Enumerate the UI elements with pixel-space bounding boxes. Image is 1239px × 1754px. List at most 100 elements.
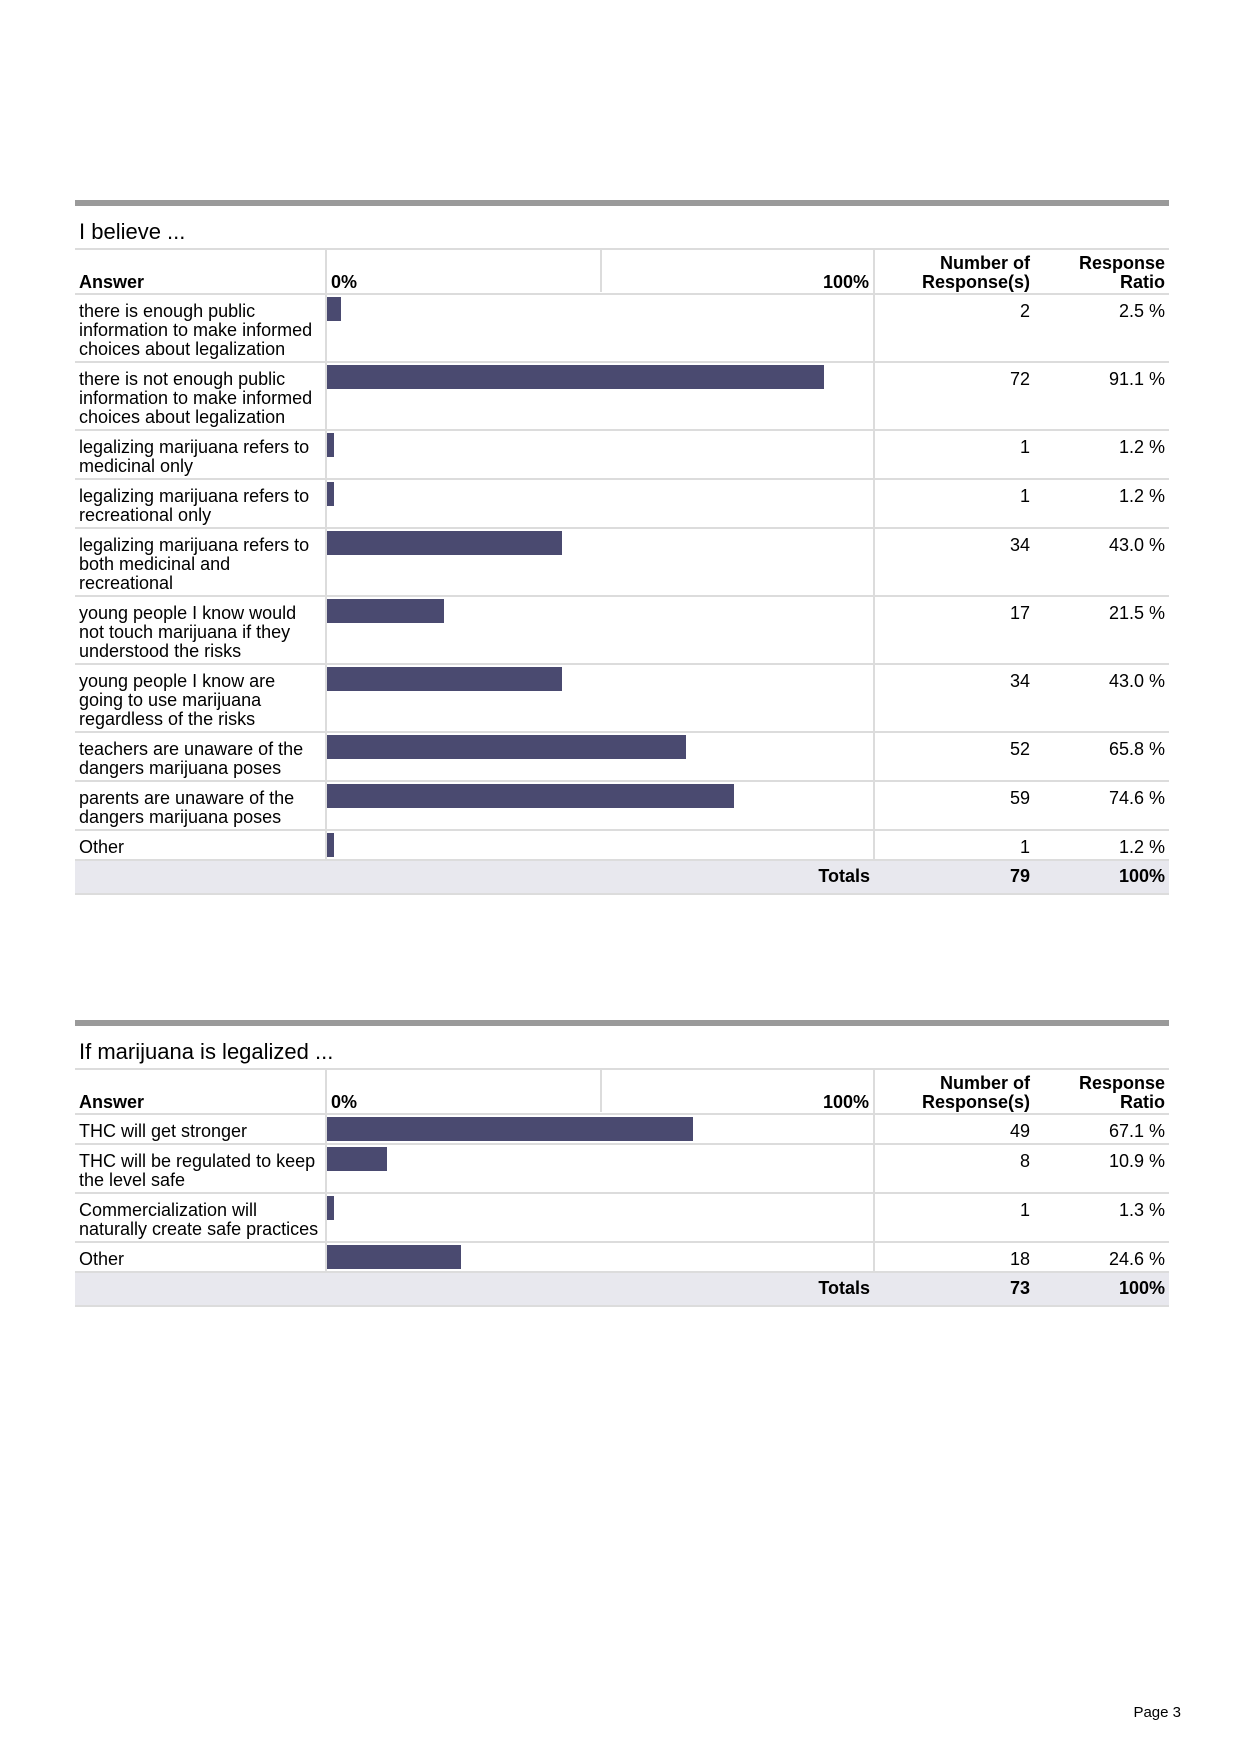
response-bar — [327, 365, 825, 389]
table-row: legalizing marijuana refers to medicinal… — [75, 430, 1169, 480]
survey-section-2: If marijuana is legalized ... Answer 0% … — [75, 1020, 1169, 1307]
response-ratio: 1.3 % — [1034, 1193, 1169, 1243]
answer-label: there is enough public information to ma… — [75, 294, 326, 363]
response-bar — [327, 1147, 387, 1171]
totals-row: Totals 73 100% — [75, 1272, 1169, 1307]
answer-label: young people I know are going to use mar… — [75, 664, 326, 733]
response-ratio: 91.1 % — [1034, 362, 1169, 431]
table-row: legalizing marijuana refers to recreatio… — [75, 479, 1169, 529]
answer-label: parents are unaware of the dangers marij… — [75, 781, 326, 831]
results-table: Answer 0% 100% Number of Response(s) Res… — [75, 1068, 1169, 1307]
scale-header: 0% 100% — [325, 1068, 875, 1115]
total-count: 73 — [874, 1272, 1034, 1307]
response-ratio: 1.2 % — [1034, 430, 1169, 480]
survey-section-1: I believe ... Answer 0% 100% Number of R… — [75, 200, 1169, 895]
totals-label: Totals — [326, 860, 874, 895]
table-row: there is enough public information to ma… — [75, 294, 1169, 363]
ratio-header: Response Ratio — [1034, 248, 1169, 295]
table-row: there is not enough public information t… — [75, 362, 1169, 431]
response-count: 59 — [874, 781, 1034, 831]
answer-label: legalizing marijuana refers to medicinal… — [75, 430, 326, 480]
table-row: young people I know are going to use mar… — [75, 664, 1169, 733]
response-bar — [327, 1117, 694, 1141]
section-title: If marijuana is legalized ... — [79, 1039, 334, 1064]
response-count: 18 — [874, 1242, 1034, 1273]
answer-label: Other — [75, 830, 326, 861]
response-bar — [327, 482, 334, 506]
answer-label: legalizing marijuana refers to both medi… — [75, 528, 326, 597]
table-row: parents are unaware of the dangers marij… — [75, 781, 1169, 831]
response-bar — [327, 735, 687, 759]
response-ratio: 67.1 % — [1034, 1114, 1169, 1145]
response-count: 34 — [874, 664, 1034, 733]
response-count: 1 — [874, 830, 1034, 861]
count-header: Number of Response(s) — [874, 1068, 1034, 1115]
totals-row: Totals 79 100% — [75, 860, 1169, 895]
answer-label: THC will be regulated to keep the level … — [75, 1144, 326, 1194]
response-ratio: 10.9 % — [1034, 1144, 1169, 1194]
response-ratio: 65.8 % — [1034, 732, 1169, 782]
table-row: young people I know would not touch mari… — [75, 596, 1169, 665]
table-row: THC will be regulated to keep the level … — [75, 1144, 1169, 1194]
response-bar — [327, 1245, 462, 1269]
response-bar — [327, 833, 334, 857]
response-ratio: 74.6 % — [1034, 781, 1169, 831]
response-count: 2 — [874, 294, 1034, 363]
response-count: 72 — [874, 362, 1034, 431]
table-row: teachers are unaware of the dangers mari… — [75, 732, 1169, 782]
scale-max-label: 100% — [822, 272, 869, 292]
response-ratio: 43.0 % — [1034, 664, 1169, 733]
scale-midline — [600, 250, 602, 292]
section-divider — [75, 1020, 1169, 1026]
answer-header: Answer — [75, 248, 326, 295]
response-count: 17 — [874, 596, 1034, 665]
section-title: I believe ... — [79, 219, 186, 244]
count-header: Number of Response(s) — [874, 248, 1034, 295]
answer-label: Other — [75, 1242, 326, 1273]
answer-label: legalizing marijuana refers to recreatio… — [75, 479, 326, 529]
response-ratio: 21.5 % — [1034, 596, 1169, 665]
totals-label: Totals — [326, 1272, 874, 1307]
table-header-row: Answer 0% 100% Number of Response(s) Res… — [75, 248, 1169, 295]
ratio-header: Response Ratio — [1034, 1068, 1169, 1115]
answer-label: there is not enough public information t… — [75, 362, 326, 431]
total-count: 79 — [874, 860, 1034, 895]
table-row: Commercialization will naturally create … — [75, 1193, 1169, 1243]
response-bar — [327, 784, 735, 808]
response-bar — [327, 297, 341, 321]
scale-min-label: 0% — [331, 1092, 358, 1112]
table-row: THC will get stronger 49 67.1 % — [75, 1114, 1169, 1145]
response-ratio: 2.5 % — [1034, 294, 1169, 363]
response-ratio: 1.2 % — [1034, 830, 1169, 861]
scale-header: 0% 100% — [325, 248, 875, 295]
response-bar — [327, 667, 562, 691]
response-count: 1 — [874, 430, 1034, 480]
response-bar — [327, 531, 562, 555]
answer-label: teachers are unaware of the dangers mari… — [75, 732, 326, 782]
total-ratio: 100% — [1034, 860, 1169, 895]
page-number: Page 3 — [1133, 1704, 1181, 1721]
response-count: 1 — [874, 479, 1034, 529]
answer-label: young people I know would not touch mari… — [75, 596, 326, 665]
scale-min-label: 0% — [331, 272, 358, 292]
answer-label: Commercialization will naturally create … — [75, 1193, 326, 1243]
response-count: 52 — [874, 732, 1034, 782]
response-ratio: 43.0 % — [1034, 528, 1169, 597]
scale-max-label: 100% — [822, 1092, 869, 1112]
answer-header: Answer — [75, 1068, 326, 1115]
response-count: 8 — [874, 1144, 1034, 1194]
response-bar — [327, 1196, 335, 1220]
section-divider — [75, 200, 1169, 206]
response-count: 49 — [874, 1114, 1034, 1145]
table-row: Other 18 24.6 % — [75, 1242, 1169, 1273]
total-ratio: 100% — [1034, 1272, 1169, 1307]
response-ratio: 24.6 % — [1034, 1242, 1169, 1273]
table-row: Other 1 1.2 % — [75, 830, 1169, 861]
response-ratio: 1.2 % — [1034, 479, 1169, 529]
table-row: legalizing marijuana refers to both medi… — [75, 528, 1169, 597]
scale-midline — [600, 1070, 602, 1112]
response-bar — [327, 599, 445, 623]
response-bar — [327, 433, 334, 457]
response-count: 1 — [874, 1193, 1034, 1243]
table-header-row: Answer 0% 100% Number of Response(s) Res… — [75, 1068, 1169, 1115]
